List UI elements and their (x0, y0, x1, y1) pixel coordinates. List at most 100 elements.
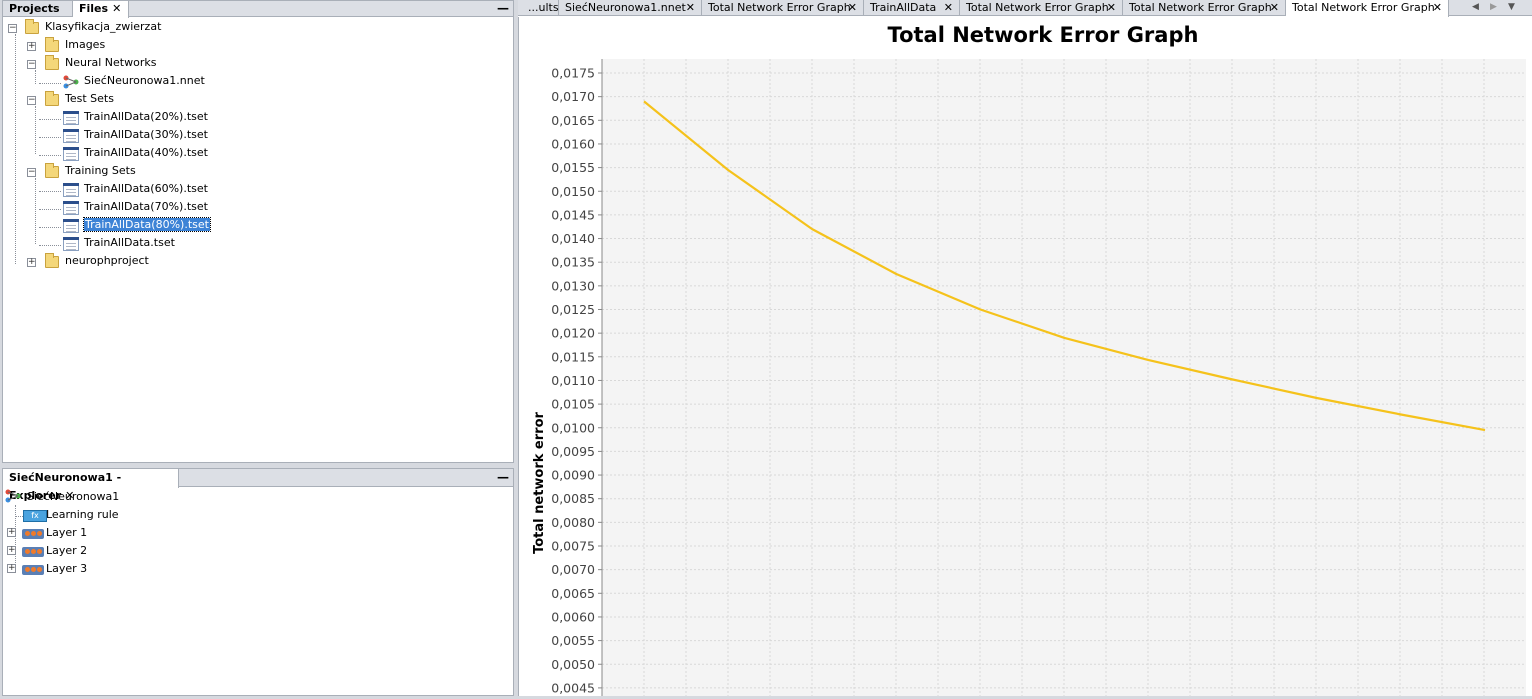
tree-item-training-sets[interactable]: Training Sets (65, 162, 136, 180)
learning-rule-icon: fx (23, 510, 47, 522)
y-tick-label: 0,0165 (551, 113, 595, 128)
tab-projects-label: Projects (9, 2, 60, 15)
expand-icon[interactable]: + (27, 42, 36, 51)
editor-tab[interactable]: Total Network Error Graph✕ (1123, 0, 1286, 16)
y-tick-label: 0,0120 (551, 326, 595, 341)
editor-tab[interactable]: SiećNeuronowa1.nnet✕ (559, 0, 702, 16)
editor-tab-label: ...ults (528, 1, 559, 14)
explorer-root[interactable]: SiećNeuronowa1 (27, 488, 119, 506)
y-tick-label: 0,0150 (551, 184, 595, 199)
tab-projects[interactable]: Projects (3, 1, 73, 17)
editor-tab[interactable]: ...ults (518, 0, 559, 16)
y-tick-label: 0,0095 (551, 444, 595, 459)
folder-icon (25, 22, 39, 34)
editor-tab-label: SiećNeuronowa1.nnet (565, 1, 686, 14)
y-tick-label: 0,0170 (551, 89, 595, 104)
y-axis-label: Total network error (532, 412, 547, 554)
tree-item-test-file[interactable]: TrainAllData(40%).tset (84, 144, 208, 162)
editor-area: ...ults SiećNeuronowa1.nnet✕ Total Netwo… (518, 0, 1532, 696)
y-tick-label: 0,0045 (551, 680, 595, 695)
close-icon[interactable]: ✕ (1433, 0, 1442, 15)
minimize-icon[interactable]: — (497, 2, 507, 14)
tree-guide (39, 155, 61, 156)
left-dock: Projects Files ✕ — − Klasyfikacja_zwierza… (0, 0, 516, 696)
expand-icon[interactable]: + (7, 546, 16, 555)
scroll-right-icon[interactable]: ▶ (1490, 0, 1497, 15)
tree-item-training-file[interactable]: TrainAllData(60%).tset (84, 180, 208, 198)
scroll-left-icon[interactable]: ◀ (1472, 0, 1479, 15)
y-tick-label: 0,0050 (551, 657, 595, 672)
dataset-file-icon (63, 201, 79, 215)
y-tick-label: 0,0075 (551, 539, 595, 554)
close-icon[interactable]: ✕ (944, 0, 953, 15)
editor-tab-active[interactable]: Total Network Error Graph✕ (1286, 0, 1449, 17)
tree-guide (15, 34, 16, 264)
close-icon[interactable]: ✕ (112, 2, 121, 15)
editor-tab[interactable]: TrainAllData ✕ (864, 0, 960, 16)
tree-item-root[interactable]: Klasyfikacja_zwierzat (45, 18, 161, 36)
editor-tabs: ...ults SiećNeuronowa1.nnet✕ Total Netwo… (518, 0, 1532, 16)
layer-icon (22, 565, 44, 575)
minimize-icon[interactable]: — (497, 471, 507, 483)
expand-icon[interactable]: + (7, 528, 16, 537)
y-tick-label: 0,0055 (551, 633, 595, 648)
collapse-icon[interactable]: − (8, 24, 17, 33)
expand-icon[interactable]: + (27, 258, 36, 267)
close-icon[interactable]: ✕ (1270, 0, 1279, 15)
y-tick-label: 0,0130 (551, 278, 595, 293)
layer-icon (22, 547, 44, 557)
explorer-layer[interactable]: Layer 1 (46, 524, 87, 542)
editor-tab[interactable]: Total Network Error Graph✕ (960, 0, 1123, 16)
tree-guide (35, 178, 36, 244)
chart-title: Total Network Error Graph (888, 23, 1199, 47)
tree-guide (35, 106, 36, 154)
explorer-layer[interactable]: Layer 3 (46, 560, 87, 578)
explorer-layer[interactable]: Layer 2 (46, 542, 87, 560)
chart-area: Total Network Error Graph Total network … (518, 17, 1532, 696)
dataset-file-icon (63, 237, 79, 251)
tab-files[interactable]: Files ✕ (73, 1, 129, 18)
close-icon[interactable]: ✕ (686, 0, 695, 15)
tab-files-label: Files (79, 2, 108, 15)
tree-item-neural-networks[interactable]: Neural Networks (65, 54, 156, 72)
explorer-panel-tabs: SiećNeuronowa1 - Explorer✕ — (3, 469, 513, 487)
editor-tab-label: TrainAllData (870, 1, 936, 14)
tree-guide (15, 505, 16, 571)
network-icon (63, 75, 79, 89)
close-icon[interactable]: ✕ (1107, 0, 1116, 15)
explorer-panel: SiećNeuronowa1 - Explorer✕ — SiećNeurono… (2, 468, 514, 696)
y-tick-label: 0,0085 (551, 491, 595, 506)
tree-item-neurophproject[interactable]: neurophproject (65, 252, 149, 270)
folder-icon (45, 166, 59, 178)
selected-file-label: TrainAllData(80%).tset (84, 218, 210, 231)
folder-icon (45, 256, 59, 268)
tree-guide (39, 245, 61, 246)
editor-tab[interactable]: Total Network Error Graph✕ (702, 0, 864, 16)
tree-guide (39, 191, 61, 192)
network-icon (5, 489, 21, 503)
tree-item-images[interactable]: Images (65, 36, 105, 54)
tree-item-training-file[interactable]: TrainAllData.tset (84, 234, 175, 252)
tree-item-training-file-selected[interactable]: TrainAllData(80%).tset (84, 217, 210, 233)
tab-explorer[interactable]: SiećNeuronowa1 - Explorer✕ (3, 469, 179, 488)
tree-item-network-file[interactable]: SiećNeuronowa1.nnet (84, 72, 205, 90)
tab-menu-icon[interactable]: ▼ (1508, 0, 1515, 15)
collapse-icon[interactable]: − (27, 60, 36, 69)
tree-item-test-file[interactable]: TrainAllData(30%).tset (84, 126, 208, 144)
tree-item-test-sets[interactable]: Test Sets (65, 90, 114, 108)
folder-icon (45, 58, 59, 70)
y-tick-label: 0,0060 (551, 609, 595, 624)
tree-item-training-file[interactable]: TrainAllData(70%).tset (84, 198, 208, 216)
tree-item-test-file[interactable]: TrainAllData(20%).tset (84, 108, 208, 126)
y-tick-label: 0,0090 (551, 468, 595, 483)
collapse-icon[interactable]: − (27, 96, 36, 105)
expand-icon[interactable]: + (7, 564, 16, 573)
tree-guide (35, 70, 36, 84)
editor-tab-label: Total Network Error Graph (966, 1, 1109, 14)
close-icon[interactable]: ✕ (848, 0, 857, 15)
explorer-learning-rule[interactable]: Learning rule (46, 506, 119, 524)
tree-guide (39, 137, 61, 138)
dataset-file-icon (63, 129, 79, 143)
y-tick-label: 0,0160 (551, 136, 595, 151)
collapse-icon[interactable]: − (27, 168, 36, 177)
